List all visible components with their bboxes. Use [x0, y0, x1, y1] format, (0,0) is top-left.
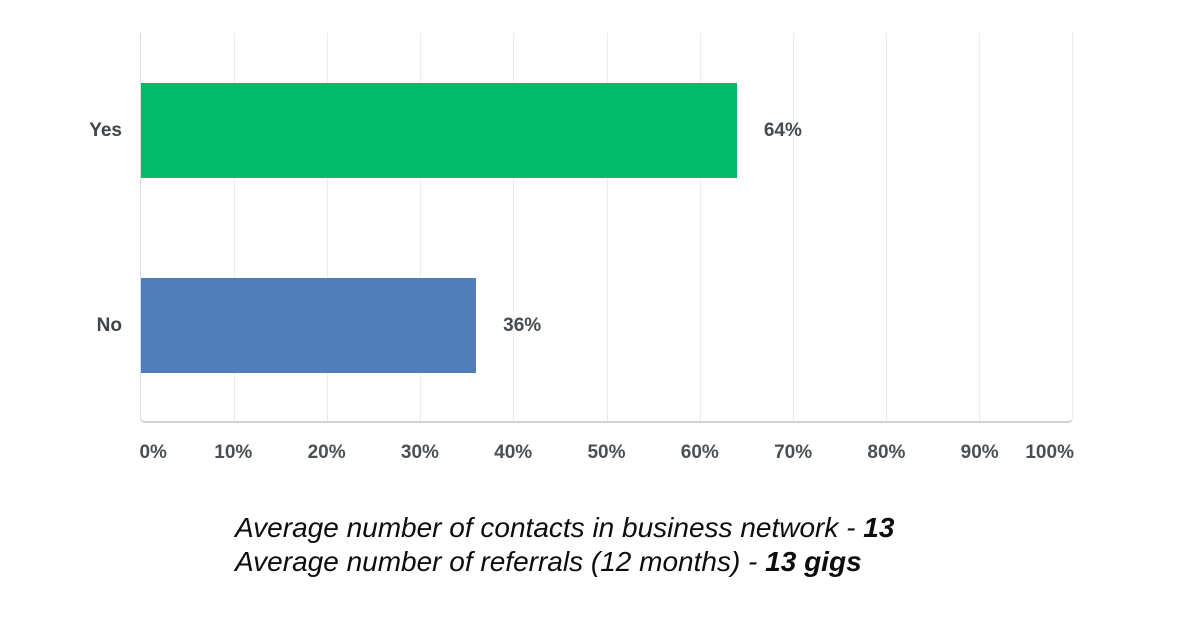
gridline	[885, 33, 887, 421]
gridline	[420, 33, 422, 421]
x-tick: 100%	[1025, 442, 1074, 463]
x-tick: 40%	[494, 442, 533, 463]
x-tick: 50%	[587, 442, 626, 463]
x-tick: 80%	[867, 442, 906, 463]
x-tick: 90%	[960, 442, 999, 463]
gridline	[699, 33, 701, 421]
value-label-no: 36%	[503, 314, 542, 336]
gridline	[513, 33, 515, 421]
gridline	[606, 33, 608, 421]
category-label-yes: Yes	[89, 119, 122, 141]
gridline	[234, 33, 236, 421]
bar-row-yes: Yes 64%	[89, 33, 1072, 228]
bar-no	[141, 278, 477, 373]
x-tick: 20%	[307, 442, 346, 463]
caption-line-2: Average number of referrals (12 months) …	[235, 546, 862, 577]
chart-caption: Average number of contacts in business n…	[235, 511, 894, 579]
category-label-no: No	[96, 314, 122, 336]
caption-line-2-bold: 13 gigs	[765, 546, 862, 577]
gridline	[978, 33, 980, 421]
bar-row-no: No 36%	[97, 228, 1072, 423]
value-label-yes: 64%	[763, 119, 802, 141]
caption-line-1: Average number of contacts in business n…	[235, 512, 895, 543]
x-tick: 70%	[774, 442, 813, 463]
caption-line-1-bold: 13	[863, 512, 895, 543]
gridline	[327, 33, 329, 421]
x-tick: 0%	[139, 442, 167, 463]
x-tick: 30%	[400, 442, 439, 463]
plot-area: Yes 64% No 36%	[89, 33, 1073, 423]
x-tick: 10%	[214, 442, 253, 463]
x-tick: 60%	[680, 442, 719, 463]
gridline	[792, 33, 794, 421]
bar-yes	[141, 83, 737, 178]
x-axis: 0% 10% 20% 30% 40% 50% 60% 70% 80% 90% 1…	[139, 442, 1074, 466]
